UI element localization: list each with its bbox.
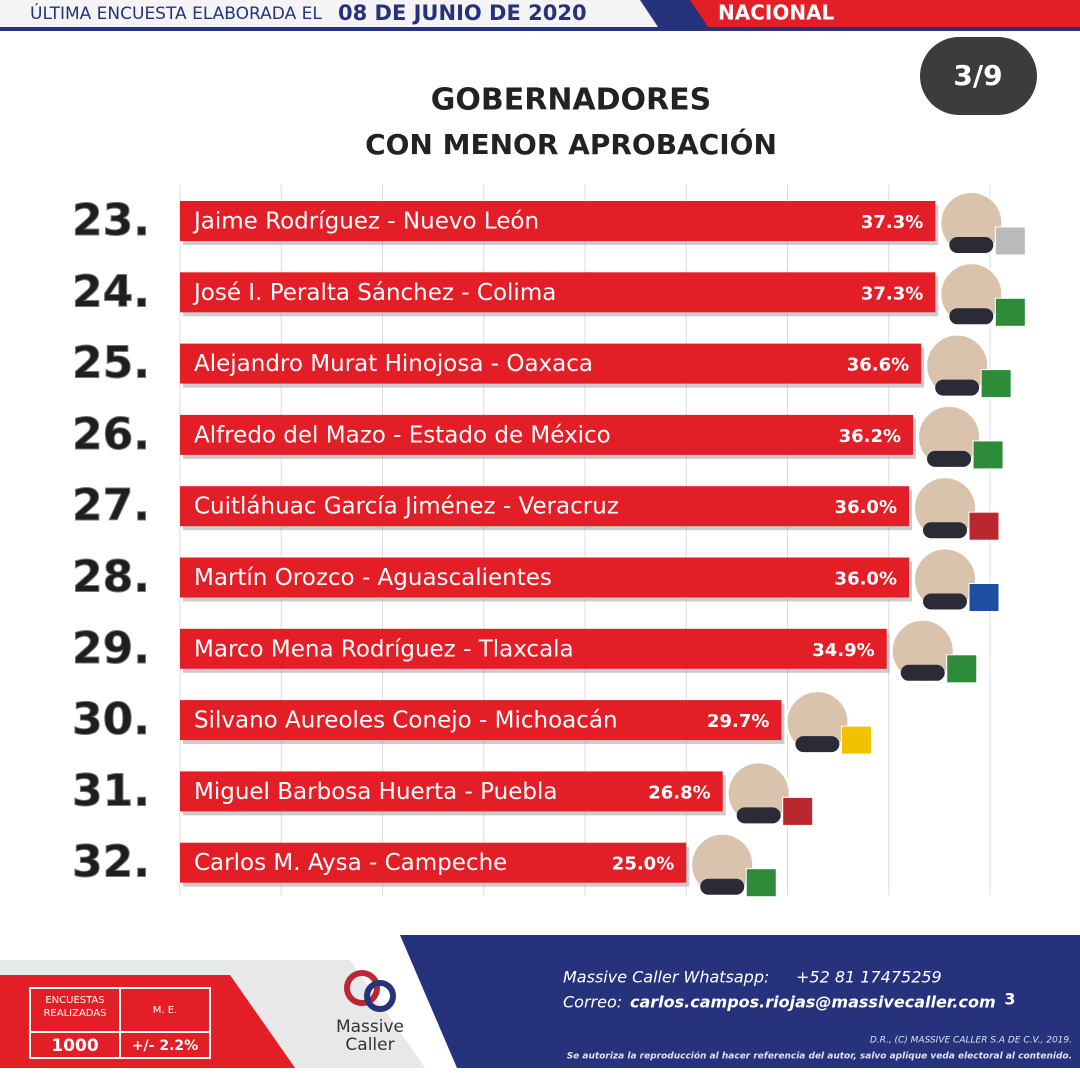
value-label: 26.8% [648,782,710,803]
bar-name: Miguel Barbosa Huerta - Puebla [194,779,557,805]
party-logo [968,511,1000,541]
bar [180,486,909,527]
bar [180,842,687,883]
email-label: Correo: [563,993,622,1012]
bar-name: Alejandro Murat Hinojosa - Oaxaca [194,351,593,377]
rank-label: 29. [72,623,150,674]
bar [180,414,914,455]
value-label: 29.7% [707,711,769,732]
bar-name: Marco Mena Rodríguez - Tlaxcala [194,636,574,662]
header-region: NACIONAL [718,1,835,25]
bar [180,201,936,241]
me-value: +/- 2.2% [132,1038,198,1054]
header-red [690,0,1080,30]
whatsapp: +52 81 17475259 [796,968,942,987]
surveys-value: 1000 [51,1036,98,1056]
header-left: ÚLTIMA ENCUESTA ELABORADA EL [30,2,322,24]
page-indicator: 3/9 [953,59,1002,92]
party-logo [946,654,978,684]
bar-name: Alfredo del Mazo - Estado de México [194,422,611,448]
plot-area: 23. Jaime Rodríguez - Nuevo León 37.3% 24. J… [72,185,1026,898]
rank-label: 26. [72,409,150,460]
rank-label: 27. [72,480,150,531]
party-logo [980,369,1012,399]
party-logo [972,440,1004,470]
header-line [0,27,1080,31]
bar [180,272,936,313]
chart-subtitle: CON MENOR APROBACIÓN [365,127,777,161]
header-date: 08 DE JUNIO DE 2020 [338,1,587,25]
portrait-suit [927,450,972,467]
me-label: M. E. [153,1005,177,1016]
footer-edge [0,1068,1080,1075]
party-logo [968,583,1000,612]
footer-blue [400,935,1080,1075]
bar-name: Martín Orozco - Aguascalientes [194,565,552,591]
portrait-suit [700,878,745,895]
party-logo [840,725,872,755]
email: carlos.campos.riojas@massivecaller.com [630,993,996,1012]
rank-label: 28. [72,552,150,603]
bar [180,343,922,384]
rank-label: 23. [72,195,150,246]
bar [180,771,723,812]
notice: Se autoriza la reproducción al hacer ref… [567,1051,1072,1062]
footer-page: 3 [1004,990,1015,1009]
footer-red [0,975,300,1075]
bar [180,557,909,598]
bar-name: Silvano Aureoles Conejo - Michoacán [194,708,618,734]
party-logo [994,297,1026,327]
portrait-suit [736,807,781,824]
stats-label-box: ENCUESTAS REALIZADAS [43,995,107,1019]
logo-text: Caller [345,1035,394,1055]
logo-text: Massive [336,1017,404,1037]
portrait-suit [900,664,945,681]
rights: D.R., (C) MASSIVE CALLER S.A DE C.V., 20… [870,1036,1072,1046]
logo-bubble [344,970,380,1006]
bar-name: Cuitláhuac García Jiménez - Veracruz [194,494,619,520]
rank-label: 25. [72,338,150,389]
chart-title: GOBERNADORES [431,83,712,118]
value-label: 36.6% [847,355,909,376]
rank-label: 24. [72,266,150,317]
value-label: 36.0% [835,497,897,518]
bar-name: Carlos M. Aysa - Campeche [194,850,507,876]
bar [180,628,887,669]
portrait-suit [935,379,980,396]
bar-name: José I. Peralta Sánchez - Colima [192,280,556,306]
value-label: 37.3% [861,212,923,233]
party-logo [994,226,1026,256]
rank-label: 31. [72,765,150,816]
portrait-suit [795,736,840,753]
whatsapp-label: Massive Caller Whatsapp: [563,968,769,987]
portrait-suit [949,237,994,253]
value-label: 34.9% [812,640,874,661]
portrait-suit [949,308,994,325]
portrait-suit [923,593,967,610]
party-logo [782,796,814,826]
logo-bubble [364,980,396,1012]
surveys-label: ENCUESTAS REALIZADAS [43,995,107,1019]
bar [180,700,782,741]
value-label: 36.0% [835,569,897,590]
value-label: 36.2% [839,426,901,447]
page-badge[interactable] [920,37,1037,115]
rank-label: 32. [72,837,150,888]
portrait-suit [923,522,967,539]
value-label: 25.0% [612,854,674,875]
bar-name: Jaime Rodríguez - Nuevo León [192,209,539,235]
value-label: 37.3% [861,283,923,304]
party-logo [745,868,777,898]
rank-label: 30. [72,694,150,745]
